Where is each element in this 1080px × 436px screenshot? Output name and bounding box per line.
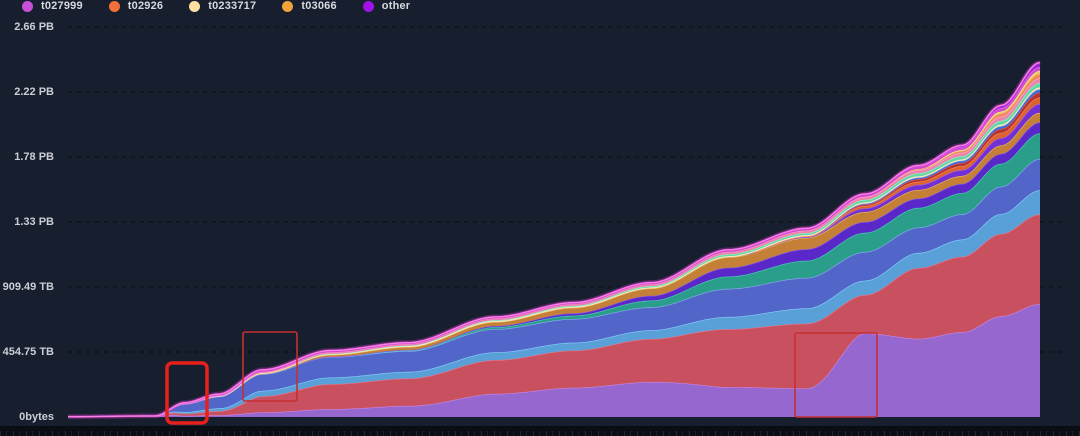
legend-item-label: t0233717 [208,0,257,12]
legend-dot-icon [189,0,201,12]
legend-item-label: t02926 [127,0,164,12]
stack-top-glow [68,61,1041,418]
x-axis-ticks [0,431,1080,436]
legend-item-other[interactable]: other [362,0,411,12]
legend-item-label: other [381,0,411,12]
series-edge-band-amber [239,112,1041,387]
legend-dot-icon [362,0,374,12]
y-axis-label: 2.66 PB [14,21,54,33]
series-band-royalblue [68,158,1040,417]
legend-item-t03066[interactable]: t03066 [282,0,337,12]
chart-legend: t027999 t02926 t0233717 t03066 other [22,0,410,14]
y-axis-label: 454.75 TB [2,345,54,358]
y-axis-label: 1.33 PB [14,216,54,228]
x-axis-strip [0,426,1080,436]
y-axis-label: 2.22 PB [14,86,54,98]
legend-dot-icon [22,0,33,12]
annotation-red-box-3 [794,332,878,418]
y-axis-label: 909.49 TB [2,281,54,293]
legend-item-t02926[interactable]: t02926 [108,0,164,12]
legend-dot-icon [282,0,294,12]
y-axis-label: 1.78 PB [14,151,54,163]
annotation-red-box-2 [242,331,298,402]
legend-item-label: t03066 [301,0,337,12]
y-axis-label: 0bytes [19,411,54,423]
series-band-red [68,214,1040,417]
legend-item-t0233717[interactable]: t0233717 [189,0,256,12]
annotation-red-box-1 [165,361,209,425]
legend-dot-icon [108,0,120,12]
legend-item-t027999[interactable]: t027999 [22,0,83,12]
legend-item-label: t027999 [41,0,83,12]
